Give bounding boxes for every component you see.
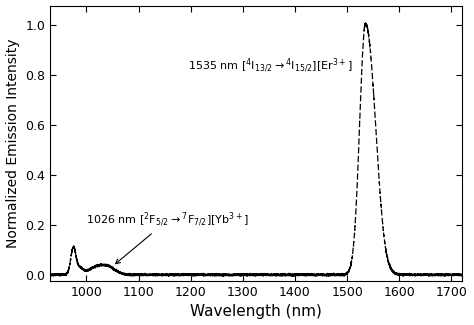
X-axis label: Wavelength (nm): Wavelength (nm)	[190, 305, 322, 319]
Y-axis label: Normalized Emission Intensity: Normalized Emission Intensity	[6, 39, 19, 248]
Text: 1026 nm [$^{2}$F$_{5/2}$$\rightarrow$$^{7}$F$_{7/2}$][Yb$^{3+}$]: 1026 nm [$^{2}$F$_{5/2}$$\rightarrow$$^{…	[86, 211, 249, 264]
Text: 1535 nm [$^{4}$I$_{13/2}$$\rightarrow$$^{4}$I$_{15/2}$][Er$^{3+}$]: 1535 nm [$^{4}$I$_{13/2}$$\rightarrow$$^…	[188, 56, 353, 75]
